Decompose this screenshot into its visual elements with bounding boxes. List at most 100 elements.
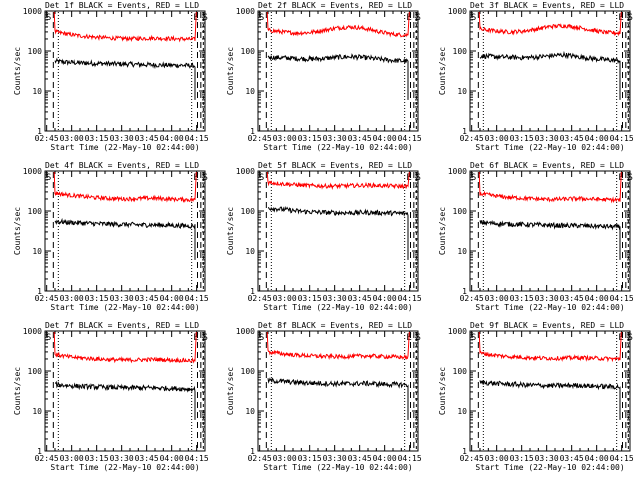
- x-axis-label: Start Time (22-May-10 02:44:00): [475, 303, 624, 312]
- y-tick-label: 100: [453, 207, 468, 216]
- start-marker: S: [471, 13, 476, 23]
- x-tick-label: 03:45: [560, 134, 584, 143]
- x-tick-label: 03:45: [560, 294, 584, 303]
- x-tick-label: 02:45: [35, 294, 59, 303]
- x-tick-label: 03:30: [323, 134, 347, 143]
- y-axis-label: Counts/sec: [13, 47, 22, 95]
- y-axis-label: Counts/sec: [226, 367, 235, 415]
- lld-series-line: [53, 171, 197, 203]
- panel-title: Det 1f BLACK = Events, RED = LLD: [45, 1, 199, 10]
- x-tick-label: 02:45: [35, 454, 59, 463]
- x-tick-label: 03:30: [110, 134, 134, 143]
- x-tick-label: 03:15: [85, 294, 109, 303]
- x-tick-label: 03:45: [135, 134, 159, 143]
- y-tick-label: 10: [245, 407, 255, 416]
- events-series-line: [479, 50, 621, 100]
- y-tick-label: 10: [245, 247, 255, 256]
- x-tick-label: 02:45: [248, 294, 272, 303]
- x-tick-label: 04:15: [185, 454, 209, 463]
- x-tick-label: 04:00: [585, 454, 609, 463]
- panel-det-9: Det 9f BLACK = Events, RED = LLD 1 10 100 10…: [438, 321, 634, 472]
- panel-title: Det 6f BLACK = Events, RED = LLD: [470, 161, 624, 170]
- x-tick-label: 03:15: [85, 134, 109, 143]
- start-marker: S: [259, 333, 264, 343]
- y-tick-label: 10: [457, 407, 467, 416]
- x-tick-label: 04:00: [160, 294, 184, 303]
- y-axis-label: Counts/sec: [226, 207, 235, 255]
- start-marker: S: [259, 173, 264, 183]
- y-tick-label: 1: [250, 447, 255, 456]
- events-series-line: [54, 217, 196, 260]
- start-marker: S: [46, 13, 51, 23]
- y-axis-label: Counts/sec: [438, 207, 447, 255]
- panel-title: Det 8f BLACK = Events, RED = LLD: [258, 321, 412, 330]
- x-tick-label: 02:45: [248, 454, 272, 463]
- events-series-line: [54, 380, 196, 420]
- x-axis-label: Start Time (22-May-10 02:44:00): [263, 143, 412, 152]
- x-tick-label: 04:00: [373, 454, 397, 463]
- lld-series-line: [266, 331, 410, 360]
- x-tick-label: 03:15: [510, 134, 534, 143]
- y-tick-label: 1: [462, 127, 467, 136]
- x-tick-label: 03:00: [485, 134, 509, 143]
- x-axis-label: Start Time (22-May-10 02:44:00): [50, 463, 199, 472]
- plot-frame: [469, 330, 631, 452]
- final-marker: S: [203, 13, 208, 23]
- x-tick-label: 03:00: [273, 454, 297, 463]
- y-tick-label: 100: [453, 47, 468, 56]
- x-tick-label: 03:30: [110, 294, 134, 303]
- x-tick-label: 03:00: [273, 134, 297, 143]
- x-tick-label: 03:15: [510, 294, 534, 303]
- x-tick-label: 02:45: [460, 294, 484, 303]
- start-marker: S: [471, 173, 476, 183]
- x-tick-label: 04:15: [185, 134, 209, 143]
- x-tick-label: 03:45: [348, 454, 372, 463]
- x-tick-label: 03:00: [60, 134, 84, 143]
- plot-frame: [469, 170, 631, 292]
- events-series-line: [54, 57, 196, 100]
- y-axis-label: Counts/sec: [13, 207, 22, 255]
- y-axis-label: Counts/sec: [226, 47, 235, 95]
- panel-title: Det 2f BLACK = Events, RED = LLD: [258, 1, 412, 10]
- y-tick-label: 100: [453, 367, 468, 376]
- x-tick-label: 04:15: [398, 134, 422, 143]
- x-axis-label: Start Time (22-May-10 02:44:00): [475, 143, 624, 152]
- x-tick-label: 04:00: [585, 294, 609, 303]
- final-marker: S: [203, 333, 208, 343]
- x-tick-label: 04:15: [398, 454, 422, 463]
- x-tick-label: 03:00: [60, 454, 84, 463]
- x-tick-label: 04:00: [160, 454, 184, 463]
- x-tick-label: 02:45: [460, 134, 484, 143]
- x-tick-label: 02:45: [248, 134, 272, 143]
- panel-title: Det 5f BLACK = Events, RED = LLD: [258, 161, 412, 170]
- final-marker: S: [628, 333, 633, 343]
- x-tick-label: 03:15: [510, 454, 534, 463]
- lld-series-line: [266, 171, 410, 190]
- x-tick-label: 04:15: [610, 294, 634, 303]
- y-axis-label: Counts/sec: [13, 367, 22, 415]
- events-series-line: [267, 377, 409, 420]
- panel-det-2: Det 2f BLACK = Events, RED = LLD 1 10 100 10…: [226, 1, 422, 152]
- events-series-line: [479, 380, 621, 420]
- y-tick-label: 1000: [236, 167, 255, 176]
- x-axis-label: Start Time (22-May-10 02:44:00): [263, 463, 412, 472]
- x-tick-label: 02:45: [460, 454, 484, 463]
- y-tick-label: 10: [245, 87, 255, 96]
- lld-series-line: [478, 11, 622, 37]
- y-tick-label: 1: [250, 287, 255, 296]
- y-tick-label: 1000: [236, 327, 255, 336]
- y-tick-label: 1000: [448, 7, 467, 16]
- panel-det-3: Det 3f BLACK = Events, RED = LLD 1 10 100 10…: [438, 1, 634, 152]
- y-tick-label: 10: [457, 87, 467, 96]
- final-marker: S: [416, 13, 421, 23]
- y-tick-label: 100: [28, 47, 43, 56]
- y-axis-label: Counts/sec: [438, 47, 447, 95]
- lld-series-line: [478, 331, 622, 363]
- x-tick-label: 03:30: [535, 134, 559, 143]
- x-tick-label: 04:00: [585, 134, 609, 143]
- x-tick-label: 03:00: [485, 454, 509, 463]
- panel-det-4: Det 4f BLACK = Events, RED = LLD 1 10 100 10…: [13, 161, 209, 312]
- events-series-line: [267, 53, 409, 100]
- x-tick-label: 03:30: [535, 454, 559, 463]
